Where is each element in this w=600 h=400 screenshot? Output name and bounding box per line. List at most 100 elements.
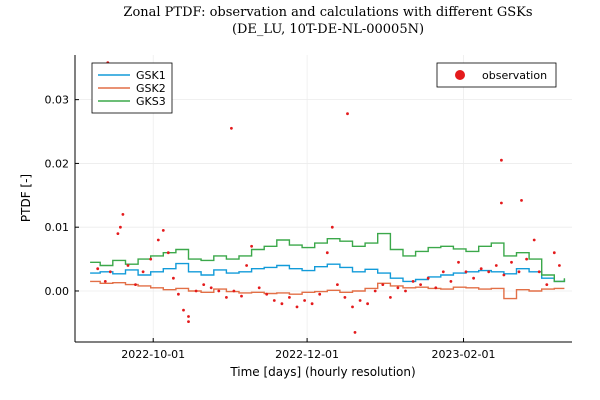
observation-point — [96, 267, 100, 271]
legend-label-observation: observation — [482, 69, 547, 82]
observation-point — [381, 283, 385, 286]
observation-point — [434, 286, 438, 290]
observation-point — [457, 260, 460, 264]
y-ticks: 0.00 0.01 0.02 0.03 — [45, 94, 79, 298]
observation-point — [166, 251, 170, 255]
observation-point — [346, 112, 349, 116]
observation-point — [310, 302, 314, 306]
observation-point — [303, 299, 306, 302]
observation-points — [96, 61, 561, 334]
observation-point — [103, 280, 107, 283]
observation-point — [500, 201, 503, 205]
x-axis-label: Time [days] (hourly resolution) — [229, 365, 415, 379]
observation-point — [230, 126, 233, 130]
observation-point — [419, 283, 422, 286]
legend-swatch-observation — [455, 70, 465, 80]
observation-point — [177, 292, 180, 296]
observation-point — [520, 199, 523, 202]
legend-observation: observation — [436, 62, 557, 88]
observation-point — [449, 280, 453, 283]
observation-point — [240, 294, 243, 298]
observation-point — [194, 289, 198, 293]
y-tick-label: 0.03 — [45, 94, 70, 107]
observation-point — [156, 238, 160, 242]
observation-point — [353, 331, 357, 334]
observation-point — [517, 270, 521, 274]
observation-point — [116, 232, 120, 236]
legend-lines-frame — [91, 62, 173, 114]
observation-point — [141, 270, 145, 274]
observation-point — [479, 267, 483, 271]
observation-point — [245, 264, 249, 267]
observation-point — [187, 320, 190, 323]
observation-point — [411, 280, 415, 283]
series-gsk1-line — [90, 262, 566, 283]
x-tick-label: 2023-02-01 — [432, 348, 496, 361]
observation-point — [217, 289, 221, 293]
observation-point — [250, 244, 254, 248]
observation-point — [351, 305, 354, 309]
observation-point — [257, 286, 261, 290]
x-tick-label: 2022-10-01 — [121, 348, 185, 361]
observation-point — [487, 270, 491, 274]
observation-point — [121, 213, 125, 216]
observation-point — [441, 270, 445, 274]
observation-point — [366, 302, 369, 306]
y-tick-label: 0.00 — [45, 285, 70, 298]
observation-point — [494, 264, 498, 267]
observation-point — [545, 283, 549, 286]
y-tick-label: 0.01 — [45, 221, 70, 234]
observation-point — [552, 251, 556, 255]
observation-point — [280, 302, 284, 306]
observation-point — [149, 257, 153, 261]
series-gsk2-line — [90, 280, 565, 300]
observation-point — [525, 257, 528, 261]
observation-point — [272, 299, 276, 302]
y-axis-label: PTDF [-] — [19, 174, 33, 222]
x-ticks: 2022-10-01 2022-12-01 2023-02-01 — [121, 338, 495, 361]
observation-point — [187, 315, 190, 318]
observation-point — [161, 229, 165, 232]
legend-label-gsk1: GSK1 — [136, 69, 166, 82]
observation-point — [318, 292, 322, 296]
observation-point — [288, 296, 291, 299]
observation-point — [225, 296, 228, 299]
chart-title: Zonal PTDF: observation and calculations… — [123, 5, 532, 20]
observation-point — [330, 225, 334, 229]
observation-point — [502, 273, 506, 277]
series-gks3-line — [90, 232, 566, 283]
observation-point — [464, 270, 468, 274]
observation-point — [126, 264, 130, 267]
observation-point — [202, 283, 206, 286]
observation-point — [558, 264, 561, 267]
chart-subtitle: (DE_LU, 10T-DE-NL-00005N) — [232, 22, 424, 37]
observation-point — [209, 286, 213, 290]
observation-point — [336, 283, 339, 286]
observation-point — [108, 270, 112, 274]
observation-point — [389, 296, 392, 299]
observation-point — [325, 251, 329, 255]
observation-point — [172, 276, 175, 280]
legend-label-gks3: GKS3 — [136, 95, 166, 108]
y-tick-label: 0.02 — [45, 157, 70, 170]
observation-point — [510, 260, 513, 264]
observation-point — [182, 308, 185, 312]
observation-point — [537, 270, 541, 274]
observation-point — [396, 286, 400, 290]
observation-point — [426, 276, 430, 280]
observation-point — [472, 276, 475, 280]
observation-point — [265, 292, 269, 296]
observation-point — [532, 238, 536, 242]
observation-point — [358, 299, 362, 302]
observation-point — [343, 296, 347, 299]
observation-point — [500, 158, 503, 162]
observation-point — [404, 289, 407, 293]
observation-point — [295, 305, 299, 309]
observation-point — [134, 283, 137, 286]
observation-point — [232, 289, 236, 293]
legend-label-gsk2: GSK2 — [136, 82, 166, 95]
series-lines — [90, 232, 566, 300]
